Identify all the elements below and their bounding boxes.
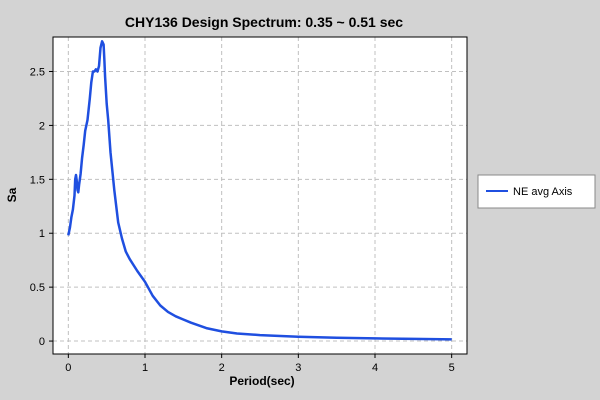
legend-series-label: NE avg Axis xyxy=(513,186,573,198)
x-tick-label: 0 xyxy=(65,362,71,374)
x-tick-label: 2 xyxy=(219,362,225,374)
chart-title: CHY136 Design Spectrum: 0.35 ~ 0.51 sec xyxy=(125,14,403,30)
x-tick-label: 3 xyxy=(295,362,301,374)
plot-area xyxy=(53,37,467,354)
x-tick-label: 1 xyxy=(142,362,148,374)
grid-lines xyxy=(53,37,467,354)
y-tick-label: 1 xyxy=(39,228,45,240)
series-layer xyxy=(67,40,452,341)
x-tick-label: 5 xyxy=(449,362,455,374)
series-line xyxy=(67,40,452,341)
legend: NE avg Axis xyxy=(477,174,596,209)
y-tick-label: 0.5 xyxy=(30,282,45,294)
x-axis-label: Period(sec) xyxy=(229,374,294,388)
y-axis-label: Sa xyxy=(5,187,19,202)
tick-marks: 0 1 2 3 4 5 0 0.5 1 1.5 2 2.5 xyxy=(30,67,455,374)
plot-border xyxy=(52,36,468,355)
y-tick-label: 2.5 xyxy=(30,67,45,79)
y-tick-label: 0 xyxy=(39,336,45,348)
y-tick-label: 2 xyxy=(39,120,45,132)
y-tick-label: 1.5 xyxy=(30,174,45,186)
x-tick-label: 4 xyxy=(372,362,378,374)
